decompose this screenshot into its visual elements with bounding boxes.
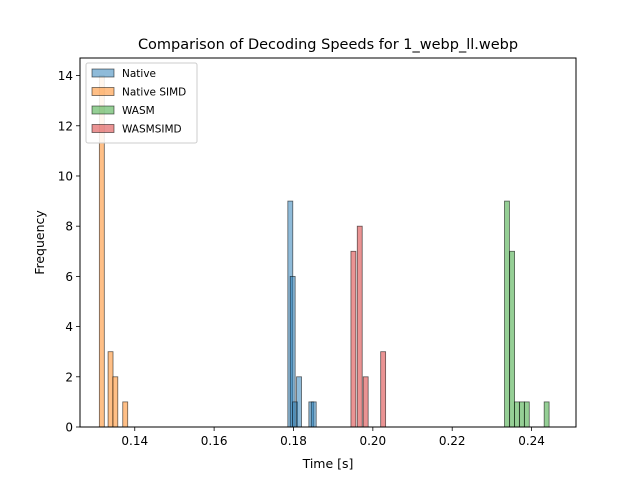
y-tick-label: 12 [58,119,73,133]
bar-native-simd [112,376,119,428]
bar-wasmsimd [356,225,363,428]
x-tick-label: 0.16 [201,434,228,448]
x-tick-label: 0.14 [121,434,148,448]
y-axis-label: Frequency [32,210,47,275]
bar-wasm [523,401,530,428]
bar-native [310,401,317,428]
legend-label-wasm: WASM [122,105,155,117]
bar-wasm [513,401,520,428]
legend-swatch-native [91,68,115,78]
bar-wasmsimd [350,250,357,428]
y-tick-label: 10 [58,169,73,183]
x-axis-ticks: 0.14 0.16 0.18 0.20 0.22 0.24 [121,427,545,448]
legend-swatch-native-simd [91,87,115,96]
x-tick-label: 0.22 [439,434,466,448]
bar-wasm [504,200,510,428]
bar-native [296,376,302,428]
y-tick-label: 2 [65,370,73,384]
bar-wasmsimd [362,376,369,428]
bar-wasmsimd [380,351,387,428]
bar-native-simd [107,351,114,428]
y-tick-label: 8 [65,220,73,234]
legend-label-native-simd: Native SIMD [122,87,186,99]
x-tick-label: 0.18 [280,434,307,448]
y-axis-ticks: 0 2 4 6 8 10 12 14 [58,69,80,435]
bar-wasm [543,401,550,428]
chart-title: Comparison of Decoding Speeds for 1_webp… [138,37,518,53]
x-axis-label: Time [s] [302,456,354,471]
bar-wasm [509,250,515,428]
bar-wasm [519,401,525,428]
y-tick-label: 14 [58,69,73,83]
y-tick-label: 0 [65,421,73,435]
y-tick-label: 6 [65,270,73,284]
legend-swatch-wasm [91,105,115,115]
plot-frame [79,57,577,428]
x-tick-label: 0.24 [518,434,545,448]
legend-label-native: Native [122,68,156,80]
legend-swatch-wasmsimd [91,124,115,133]
y-tick-label: 4 [65,320,73,334]
x-tick-label: 0.20 [359,434,386,448]
legend-frame [85,62,198,144]
legend-label-wasmsimd: WASMSIMD [122,124,182,136]
legend: Native Native SIMD WASM WASMSIMD [85,62,198,144]
bar-native-simd [122,401,129,428]
